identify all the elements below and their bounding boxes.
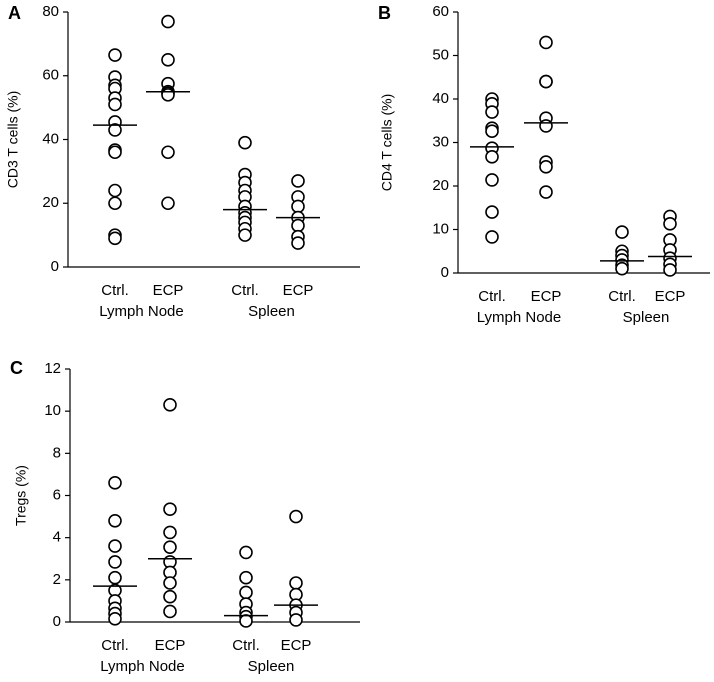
y-tick-label: 6 xyxy=(53,486,61,503)
data-point xyxy=(615,225,629,239)
y-axis-label: CD4 T cells (%) xyxy=(379,94,395,192)
data-point xyxy=(289,509,303,524)
y-tick-label: 40 xyxy=(432,90,449,107)
data-point xyxy=(161,145,175,160)
y-tick-label: 60 xyxy=(432,3,449,20)
data-point xyxy=(485,230,499,244)
data-point xyxy=(291,218,305,233)
data-point xyxy=(108,612,122,626)
data-point xyxy=(539,185,553,199)
y-axis-label: CD3 T cells (%) xyxy=(5,91,21,189)
y-tick-label: 60 xyxy=(42,67,59,84)
y-tick-label: 4 xyxy=(53,529,61,546)
y-tick-label: 80 xyxy=(42,3,59,20)
y-tick-label: 20 xyxy=(432,177,449,194)
y-tick-label: 10 xyxy=(432,220,449,237)
data-point xyxy=(289,613,303,627)
data-point xyxy=(663,217,677,231)
x-tick-label: ECP xyxy=(531,288,562,305)
panel-label: C xyxy=(10,358,23,378)
data-point xyxy=(663,263,677,277)
y-tick-label: 2 xyxy=(53,571,61,588)
data-point xyxy=(161,88,175,102)
panel-label: A xyxy=(8,3,21,23)
data-point xyxy=(539,119,553,133)
x-tick-label: Ctrl. xyxy=(478,288,506,305)
data-point xyxy=(539,74,553,89)
data-point xyxy=(291,236,305,250)
y-tick-label: 40 xyxy=(42,130,59,147)
data-point xyxy=(163,540,177,554)
data-point xyxy=(108,231,122,246)
group-label: Lymph Node xyxy=(100,658,185,675)
data-point xyxy=(108,183,122,198)
data-point xyxy=(485,173,499,187)
data-point xyxy=(291,199,305,214)
group-label: Lymph Node xyxy=(99,303,184,320)
data-point xyxy=(539,160,553,174)
y-tick-label: 8 xyxy=(53,444,61,461)
data-point xyxy=(163,398,177,412)
data-point xyxy=(539,35,553,50)
data-point xyxy=(108,476,122,490)
x-tick-label: Ctrl. xyxy=(608,288,636,305)
data-point xyxy=(161,14,175,29)
group-label: Spleen xyxy=(248,303,295,320)
data-point xyxy=(108,196,122,211)
x-tick-label: ECP xyxy=(153,282,184,299)
group-label: Spleen xyxy=(623,309,670,326)
x-tick-label: ECP xyxy=(655,288,686,305)
data-point xyxy=(108,97,122,112)
data-point xyxy=(108,48,122,62)
y-tick-label: 0 xyxy=(51,258,59,275)
y-tick-label: 20 xyxy=(42,194,59,211)
y-axis-label: Tregs (%) xyxy=(13,465,29,526)
data-point xyxy=(163,589,177,604)
group-label: Spleen xyxy=(248,658,295,675)
x-tick-label: ECP xyxy=(283,282,314,299)
y-tick-label: 10 xyxy=(44,402,61,419)
y-tick-label: 30 xyxy=(432,133,449,150)
data-point xyxy=(291,174,305,188)
data-point xyxy=(161,53,175,67)
data-point xyxy=(239,545,253,560)
x-tick-label: Ctrl. xyxy=(232,637,260,654)
data-point xyxy=(239,614,253,628)
data-point xyxy=(239,585,253,600)
data-point xyxy=(108,513,122,528)
data-point xyxy=(485,124,499,138)
data-point xyxy=(163,525,177,540)
x-tick-label: ECP xyxy=(155,637,186,654)
data-point xyxy=(161,196,175,211)
data-point xyxy=(108,123,122,137)
x-tick-label: Ctrl. xyxy=(101,637,129,654)
data-point xyxy=(239,570,253,585)
data-point xyxy=(485,150,499,164)
y-tick-label: 12 xyxy=(44,360,61,377)
y-tick-label: 0 xyxy=(441,264,449,281)
y-tick-label: 50 xyxy=(432,46,449,63)
x-tick-label: Ctrl. xyxy=(101,282,129,299)
x-tick-label: ECP xyxy=(281,637,312,654)
data-point xyxy=(238,228,252,242)
data-point xyxy=(238,135,252,150)
y-tick-label: 0 xyxy=(53,613,61,630)
data-point xyxy=(163,502,177,517)
data-point xyxy=(108,145,122,160)
data-point xyxy=(108,539,122,553)
panel-label: B xyxy=(378,3,391,23)
x-tick-label: Ctrl. xyxy=(231,282,259,299)
data-point xyxy=(615,261,629,276)
data-point xyxy=(485,105,499,119)
data-point xyxy=(289,576,303,590)
group-label: Lymph Node xyxy=(477,309,562,326)
data-point xyxy=(163,604,177,619)
data-point xyxy=(485,205,499,219)
data-point xyxy=(163,576,177,590)
data-point xyxy=(108,570,122,585)
data-point xyxy=(108,555,122,569)
